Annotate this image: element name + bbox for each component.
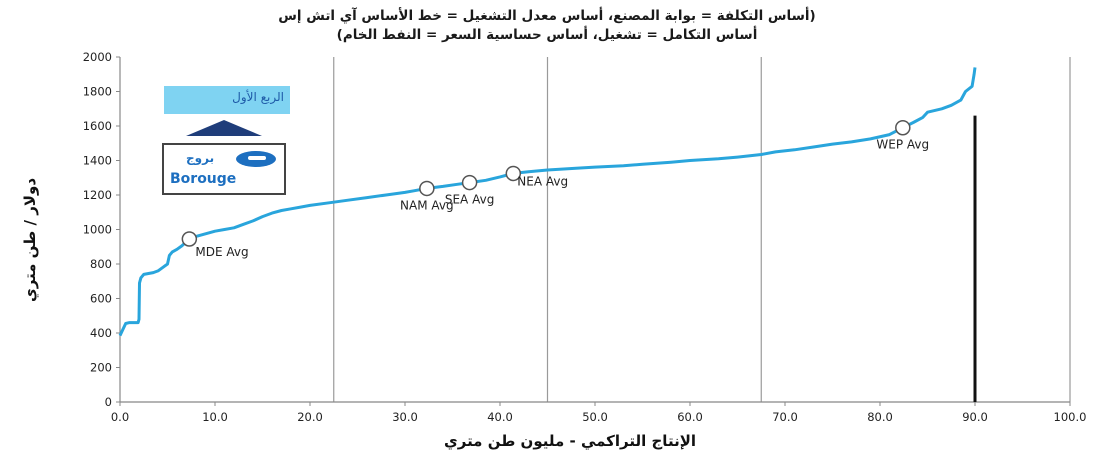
y-axis-title-text: دولار / طن متري [21,177,39,303]
up-arrow-icon [186,120,262,136]
average-marker [419,180,435,197]
average-marker-label: WEP Avg [876,138,929,152]
x-tick-label: 0.0 [111,410,129,424]
borouge-logo-mark-icon [236,151,276,167]
y-tick-label: 1600 [83,119,112,133]
quarter-label-box: الربع الأول [164,86,290,114]
x-axis-title: الإنتاج التراكمي - مليون طن متري [443,432,697,450]
logo-arabic-text: بروج [186,151,215,165]
y-tick-label: 1800 [83,85,112,99]
y-tick-label: 2000 [83,50,112,64]
chart-title-line2: أساس التكامل = تشغيل، أساس حساسية السعر … [336,27,758,43]
x-tick-label: 20.0 [297,410,323,424]
average-marker [181,231,198,247]
chart-title-line1: (أساس التكلفة = بوابة المصنع، أساس معدل … [278,8,816,24]
quarter-label: الربع الأول [232,90,284,104]
y-tick-label: 800 [90,257,112,271]
y-tick-label: 400 [90,326,112,340]
average-marker [461,174,478,191]
borouge-logo: بروج Borouge [162,143,286,195]
y-tick-label: 600 [90,292,112,306]
x-tick-label: 30.0 [392,410,418,424]
x-tick-label: 90.0 [962,410,988,424]
x-tick-label: 70.0 [772,410,798,424]
y-tick-label: 200 [90,361,112,375]
average-marker [505,165,522,182]
average-marker-label: NEA Avg [517,174,568,188]
x-tick-label: 100.0 [1054,410,1087,424]
cost-curve-line [118,67,977,337]
x-tick-label: 50.0 [582,410,608,424]
y-tick-label: 1400 [83,154,112,168]
y-axis-title: دولار / طن متري [10,140,50,340]
y-tick-label: 0 [105,395,112,409]
average-marker-label: MDE Avg [195,245,248,259]
average-marker [895,119,911,136]
x-tick-label: 40.0 [487,410,513,424]
x-tick-label: 60.0 [677,410,703,424]
logo-english-text: Borouge [170,171,237,187]
y-tick-label: 1200 [83,188,112,202]
x-tick-label: 80.0 [867,410,893,424]
average-marker-label: NAM Avg [400,198,454,212]
average-marker-label: SEA Avg [445,193,494,207]
y-tick-label: 1000 [83,223,112,237]
x-tick-label: 10.0 [202,410,228,424]
